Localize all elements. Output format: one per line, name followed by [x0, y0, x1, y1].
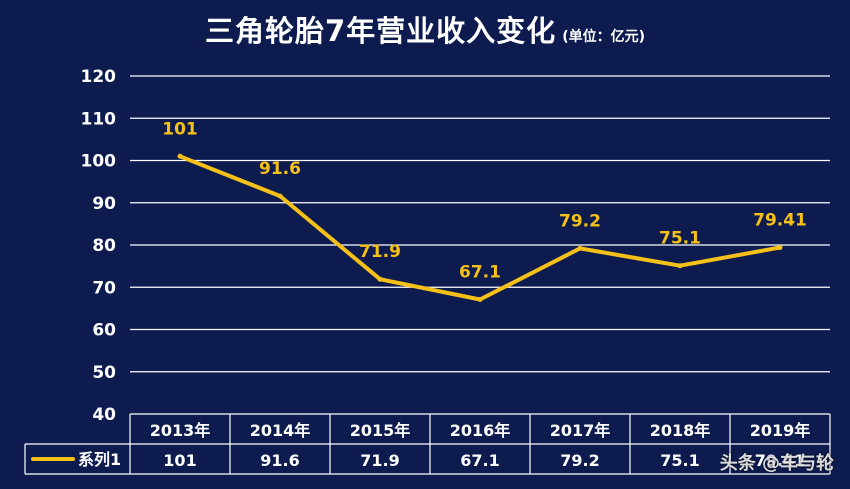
- data-label: 101: [162, 119, 198, 139]
- watermark: 头条 @车与轮: [719, 453, 834, 474]
- y-tick-label: 90: [92, 194, 116, 214]
- y-tick-label: 70: [92, 278, 116, 298]
- data-label: 71.9: [359, 242, 401, 262]
- x-tick-label: 2016年: [450, 421, 511, 440]
- x-tick-label: 2015年: [350, 421, 411, 440]
- data-label: 79.2: [559, 211, 601, 231]
- data-label: 67.1: [459, 263, 501, 283]
- table-value: 79.41: [755, 451, 806, 470]
- y-tick-label: 40: [92, 405, 116, 425]
- chart-title: 三角轮胎7年营业收入变化: [205, 14, 557, 48]
- y-tick-label: 100: [81, 152, 117, 172]
- table-value: 91.6: [260, 451, 299, 470]
- table-value: 67.1: [460, 451, 499, 470]
- table-value: 71.9: [360, 451, 399, 470]
- data-point: [177, 153, 183, 159]
- data-point: [577, 245, 583, 251]
- data-label: 75.1: [659, 229, 701, 249]
- legend-label: 系列1: [78, 450, 121, 469]
- data-point: [477, 297, 483, 303]
- table-value: 79.2: [560, 451, 599, 470]
- chart-subtitle: (单位：亿元): [562, 29, 645, 45]
- data-point: [277, 193, 283, 199]
- y-tick-label: 120: [81, 67, 117, 87]
- x-tick-label: 2019年: [750, 421, 811, 440]
- y-tick-label: 60: [92, 321, 116, 341]
- y-tick-label: 80: [92, 236, 116, 256]
- data-point: [377, 276, 383, 282]
- x-tick-label: 2017年: [550, 421, 611, 440]
- table-value: 75.1: [660, 451, 699, 470]
- table-value: 101: [163, 451, 196, 470]
- y-tick-label: 110: [81, 109, 117, 129]
- data-point: [677, 263, 683, 269]
- chart-title-block: 三角轮胎7年营业收入变化 (单位：亿元): [0, 8, 850, 50]
- y-tick-label: 50: [92, 363, 116, 383]
- data-point: [777, 244, 783, 250]
- data-label: 91.6: [259, 159, 301, 179]
- data-label: 79.41: [753, 210, 807, 230]
- x-tick-label: 2013年: [150, 421, 211, 440]
- x-tick-label: 2018年: [650, 421, 711, 440]
- x-tick-label: 2014年: [250, 421, 311, 440]
